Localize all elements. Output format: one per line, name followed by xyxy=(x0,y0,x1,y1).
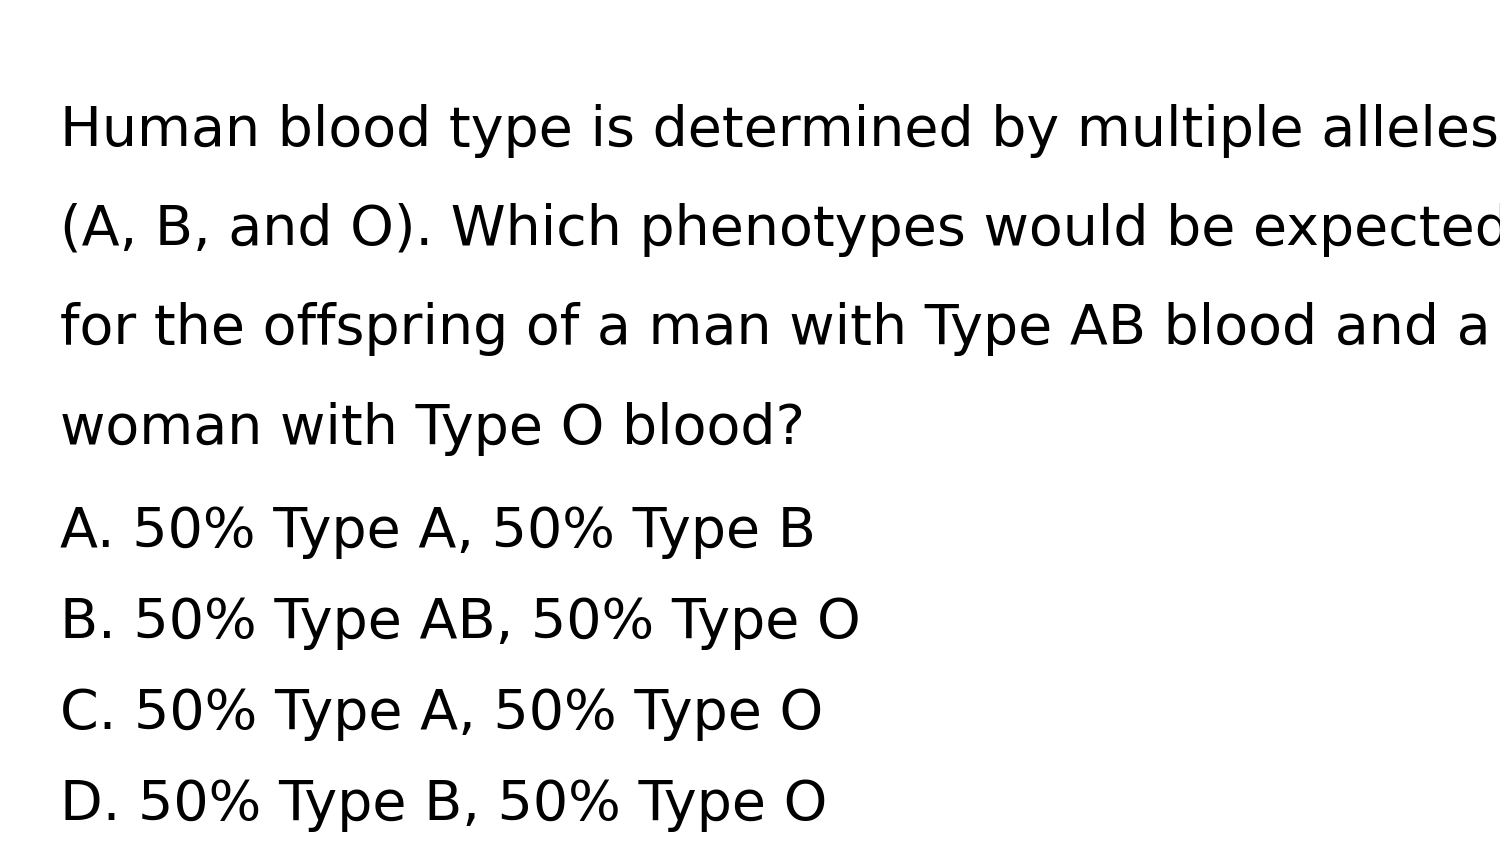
Text: woman with Type O blood?: woman with Type O blood? xyxy=(60,402,806,456)
Text: Human blood type is determined by multiple alleles: Human blood type is determined by multip… xyxy=(60,104,1498,157)
Text: for the offspring of a man with Type AB blood and a: for the offspring of a man with Type AB … xyxy=(60,302,1491,356)
Text: C. 50% Type A, 50% Type O: C. 50% Type A, 50% Type O xyxy=(60,687,824,740)
Text: D. 50% Type B, 50% Type O: D. 50% Type B, 50% Type O xyxy=(60,778,828,831)
Text: A. 50% Type A, 50% Type B: A. 50% Type A, 50% Type B xyxy=(60,505,816,560)
Text: (A, B, and O). Which phenotypes would be expected: (A, B, and O). Which phenotypes would be… xyxy=(60,203,1500,257)
Text: B. 50% Type AB, 50% Type O: B. 50% Type AB, 50% Type O xyxy=(60,596,861,650)
